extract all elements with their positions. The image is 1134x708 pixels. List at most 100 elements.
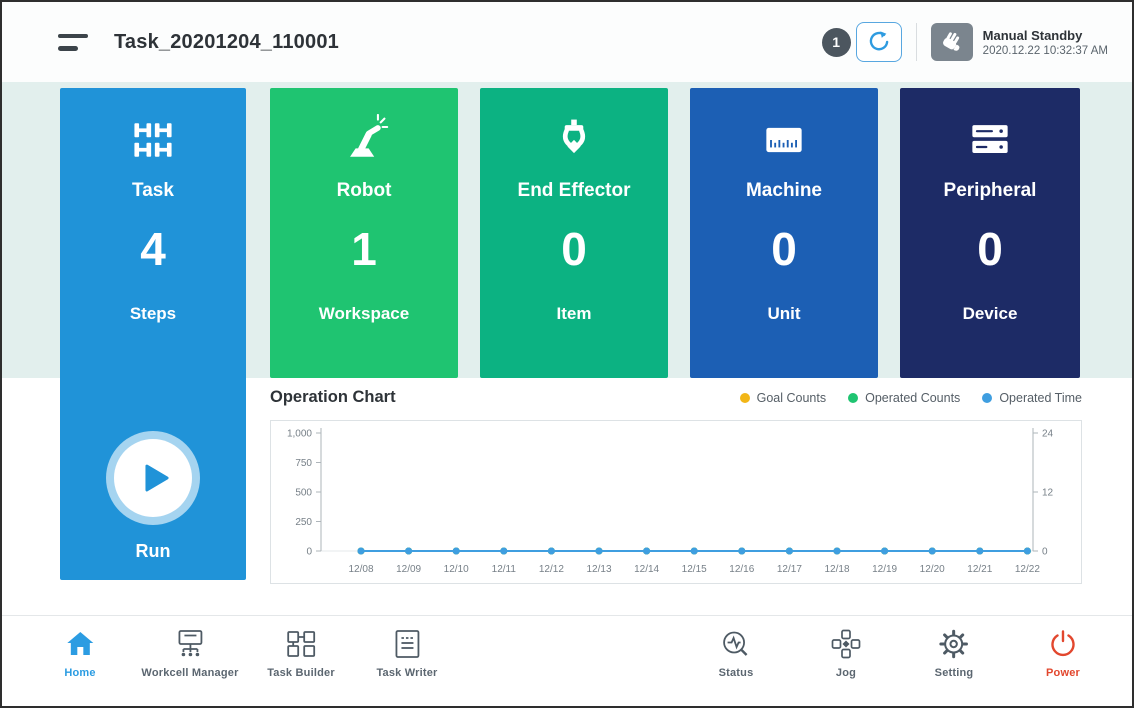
robot-status: Manual Standby 2020.12.22 10:32:37 AM [983, 28, 1108, 57]
task-card-value: 4 [140, 226, 166, 272]
task-card-title: Task [132, 180, 174, 202]
operation-chart-plot: 02505007501,0000122412/0812/0912/1012/11… [271, 421, 1081, 583]
play-icon [145, 464, 169, 492]
run-button-face [114, 439, 192, 517]
svg-text:12/19: 12/19 [872, 564, 897, 575]
run-button[interactable] [106, 431, 200, 525]
menu-bar [58, 46, 78, 51]
robot-mode-label: Manual Standby [983, 28, 1108, 43]
svg-text:12: 12 [1042, 488, 1054, 499]
end-effector-card-unit: Item [557, 304, 592, 324]
svg-text:12/08: 12/08 [348, 564, 373, 575]
gripper-icon [548, 112, 600, 168]
gear-icon [939, 629, 969, 659]
robot-card-title: Robot [337, 180, 392, 202]
header: Task_20201204_110001 1 [2, 2, 1132, 82]
peripheral-card-value: 0 [977, 226, 1003, 272]
nav-task-builder-label: Task Builder [267, 667, 335, 679]
machine-icon [758, 112, 810, 168]
operation-chart: 02505007501,0000122412/0812/0912/1012/11… [270, 420, 1082, 584]
legend-goal-counts: Goal Counts [740, 391, 826, 405]
robot-arm-icon [338, 112, 390, 168]
end-effector-card[interactable]: End Effector 0 Item [480, 88, 668, 378]
menu-button[interactable] [58, 30, 88, 55]
svg-text:12/11: 12/11 [492, 564, 517, 575]
machine-card-value: 0 [771, 226, 797, 272]
hand-icon [937, 29, 967, 55]
machine-card-unit: Unit [767, 304, 800, 324]
manual-mode-button[interactable] [931, 23, 973, 61]
app-window: Task_20201204_110001 1 [0, 0, 1134, 708]
svg-text:12/20: 12/20 [920, 564, 945, 575]
nav-task-builder[interactable]: Task Builder [267, 629, 335, 679]
repeat-count-badge: 1 [822, 28, 851, 57]
svg-text:12/17: 12/17 [777, 564, 802, 575]
peripheral-card-title: Peripheral [944, 180, 1037, 202]
machine-card[interactable]: Machine 0 Unit [690, 88, 878, 378]
svg-text:12/22: 12/22 [1015, 564, 1040, 575]
task-card-unit: Steps [130, 304, 176, 324]
robot-card[interactable]: Robot 1 Workspace [270, 88, 458, 378]
svg-text:0: 0 [1042, 547, 1048, 558]
robot-card-value: 1 [351, 226, 377, 272]
task-title: Task_20201204_110001 [114, 31, 339, 54]
chart-legend: Goal Counts Operated Counts Operated Tim… [740, 391, 1082, 405]
task-card[interactable]: Task 4 Steps Run [60, 88, 246, 580]
svg-text:12/21: 12/21 [967, 564, 992, 575]
svg-text:0: 0 [306, 547, 312, 558]
repeat-mode-button[interactable] [856, 22, 902, 62]
svg-text:12/16: 12/16 [729, 564, 754, 575]
chart-header: Operation Chart Goal Counts Operated Cou… [270, 388, 1082, 407]
header-right: 1 Man [822, 22, 1108, 62]
main-content: Task 4 Steps Run [2, 82, 1132, 615]
peripheral-card[interactable]: Peripheral 0 Device [900, 88, 1080, 378]
nav-workcell-manager-label: Workcell Manager [141, 667, 238, 679]
nav-setting[interactable]: Setting [935, 629, 974, 679]
power-icon [1048, 629, 1078, 659]
nav-workcell-manager[interactable]: Workcell Manager [141, 629, 238, 679]
legend-label: Operated Counts [865, 391, 960, 405]
run-label: Run [60, 541, 246, 562]
legend-label: Operated Time [999, 391, 1082, 405]
nav-status[interactable]: Status [719, 629, 754, 679]
status-icon [721, 629, 751, 659]
repeat-icon [867, 30, 891, 54]
nav-task-writer-label: Task Writer [376, 667, 437, 679]
nav-status-label: Status [719, 667, 754, 679]
svg-text:12/10: 12/10 [444, 564, 469, 575]
operated-time-dot [982, 393, 992, 403]
svg-text:500: 500 [295, 488, 312, 499]
svg-text:12/18: 12/18 [824, 564, 849, 575]
task-writer-icon [392, 629, 422, 659]
nav-power[interactable]: Power [1046, 629, 1080, 679]
machine-card-title: Machine [746, 180, 822, 202]
menu-bar [58, 34, 88, 39]
robot-card-unit: Workspace [319, 304, 409, 324]
end-effector-card-title: End Effector [518, 180, 631, 202]
nav-setting-label: Setting [935, 667, 974, 679]
legend-operated-counts: Operated Counts [848, 391, 960, 405]
svg-text:12/13: 12/13 [586, 564, 611, 575]
legend-operated-time: Operated Time [982, 391, 1082, 405]
nav-task-writer[interactable]: Task Writer [376, 629, 437, 679]
svg-text:750: 750 [295, 458, 312, 469]
nav-jog[interactable]: Jog [831, 629, 861, 679]
home-icon [66, 629, 94, 659]
svg-text:12/14: 12/14 [634, 564, 659, 575]
goal-counts-dot [740, 393, 750, 403]
legend-label: Goal Counts [757, 391, 826, 405]
task-icon [127, 112, 179, 168]
svg-text:1,000: 1,000 [287, 429, 312, 440]
nav-jog-label: Jog [836, 667, 856, 679]
svg-text:24: 24 [1042, 429, 1054, 440]
nav-power-label: Power [1046, 667, 1080, 679]
datetime-label: 2020.12.22 10:32:37 AM [983, 45, 1108, 57]
workcell-manager-icon [175, 629, 205, 659]
svg-text:12/15: 12/15 [682, 564, 707, 575]
server-icon [964, 112, 1016, 168]
nav-home[interactable]: Home [64, 629, 95, 679]
svg-text:250: 250 [295, 517, 312, 528]
task-builder-icon [286, 629, 316, 659]
nav-home-label: Home [64, 667, 95, 679]
header-divider [916, 23, 917, 61]
